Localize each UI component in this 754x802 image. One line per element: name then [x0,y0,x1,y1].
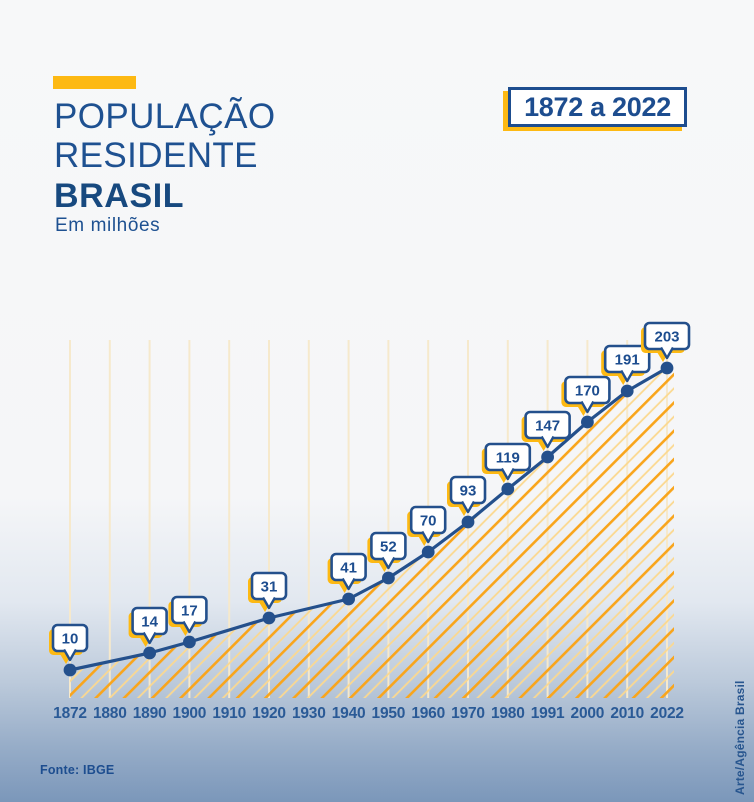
data-point-dot [660,361,674,375]
x-axis-label: 2000 [571,705,605,722]
value-bubble: 203 [641,321,691,362]
x-axis-label: 1900 [173,705,207,722]
value-bubble-label: 170 [575,383,600,400]
data-point-dot [342,592,355,606]
value-bubble: 170 [561,375,611,416]
period-badge: 1872 a 2022 [508,87,687,127]
value-bubble: 17 [168,595,208,636]
data-points [63,361,674,677]
x-axis-label: 1991 [531,705,565,722]
data-point-dot [262,611,276,625]
value-bubble-label: 31 [261,579,278,596]
value-bubble: 93 [447,475,487,516]
page-subtitle: Em milhões [55,215,161,236]
page-title-line3: BRASIL [54,177,185,215]
page-title-line1: POPULAÇÃO [54,97,276,136]
value-bubble-label: 147 [535,418,560,435]
x-axis-label: 1980 [491,705,525,722]
x-axis-label: 2022 [650,705,684,722]
value-bubble: 10 [49,623,89,664]
data-point-dot [183,635,196,649]
value-bubble: 191 [601,344,651,385]
value-bubble: 119 [481,442,532,483]
value-bubble: 14 [128,606,168,647]
data-point-dot [382,571,395,585]
data-point-dot [541,450,554,464]
value-bubble-label: 10 [62,631,79,648]
value-bubble: 52 [367,531,407,572]
x-axis-label: 1970 [451,705,485,722]
hatch-area [70,365,674,698]
x-axis-labels: 1872 1880 1890 1900 1910 1920 1930 1940 1950 1960… [53,705,684,722]
data-point-dot [501,482,515,496]
value-bubble: 70 [407,505,447,546]
x-axis-label: 1960 [411,705,445,722]
value-bubble: 41 [327,552,367,593]
value-bubble-label: 93 [460,483,477,500]
page-title-line2: RESIDENTE [54,136,258,175]
credit-note: Arte/Agência Brasil [733,680,747,795]
value-bubble: 31 [248,571,288,612]
data-point-dot [143,646,157,660]
x-axis-label: 1910 [212,705,246,722]
x-axis-label: 1920 [252,705,286,722]
data-point-dot [581,415,594,429]
x-axis-label: 1890 [133,705,167,722]
x-axis-label: 1950 [372,705,406,722]
value-bubble-label: 203 [654,329,679,346]
x-axis-label: 2010 [610,705,644,722]
value-bubble-label: 17 [181,603,198,620]
value-bubble-label: 41 [340,560,357,577]
value-bubble-label: 119 [496,450,520,467]
value-bubble-label: 52 [380,539,397,556]
source-note: Fonte: IBGE [40,763,115,777]
x-axis-label: 1880 [93,705,127,722]
value-bubble-label: 14 [141,614,158,631]
period-badge-label: 1872 a 2022 [524,91,671,122]
x-axis-label: 1930 [292,705,326,722]
value-bubble-label: 191 [615,352,640,369]
data-point-dot [63,663,77,677]
data-point-dot [620,384,634,398]
data-point-dot [461,515,475,529]
data-point-dot [421,545,435,559]
x-axis-label: 1940 [332,705,366,722]
value-bubble: 147 [521,410,571,451]
value-bubble-label: 70 [420,513,437,530]
title-accent-bar [53,76,136,89]
x-axis-label: 1872 [53,705,87,722]
